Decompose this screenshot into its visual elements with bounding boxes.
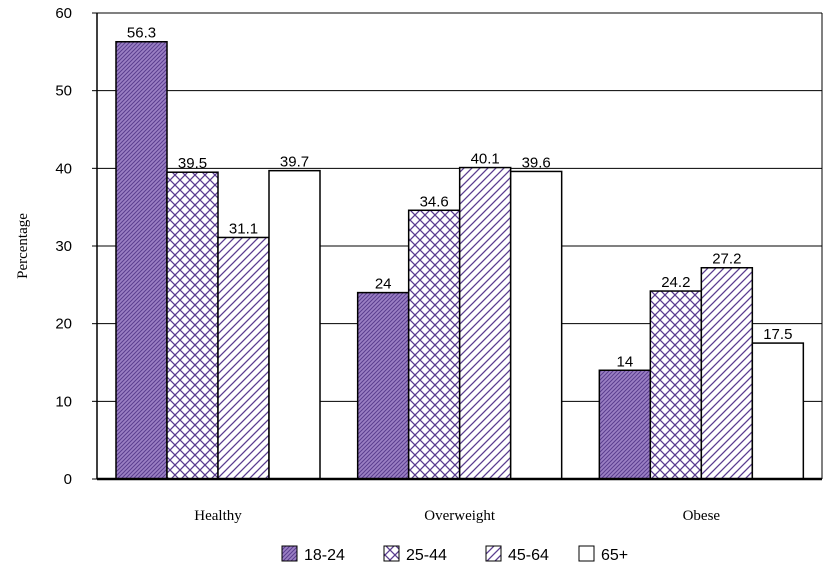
y-tick-label: 40 <box>55 160 72 177</box>
y-tick-label: 0 <box>64 471 72 488</box>
bar <box>166 171 219 480</box>
data-label: 24 <box>375 276 392 293</box>
bar <box>509 170 563 480</box>
y-tick-label: 20 <box>55 316 72 333</box>
data-label: 40.1 <box>471 151 500 168</box>
bar <box>649 290 703 480</box>
data-label: 39.5 <box>178 155 207 172</box>
data-label: 24.2 <box>661 274 690 291</box>
y-tick-label: 10 <box>55 393 72 410</box>
y-tick-label: 30 <box>55 238 72 255</box>
legend-label: 18-24 <box>304 547 345 564</box>
y-tick-label: 60 <box>55 5 72 22</box>
bar <box>407 209 461 480</box>
legend-swatch <box>281 545 298 562</box>
y-axis-label: Percentage <box>15 213 31 279</box>
x-category-label: Healthy <box>194 508 242 524</box>
legend-swatch <box>578 545 595 562</box>
bar <box>356 291 410 480</box>
legend-label: 25-44 <box>406 547 447 564</box>
data-label: 39.7 <box>280 154 309 171</box>
bar <box>217 236 270 480</box>
bar <box>598 369 652 480</box>
bar <box>458 166 512 480</box>
bar <box>268 169 321 480</box>
x-category-label: Obese <box>683 508 721 524</box>
data-label: 56.3 <box>127 25 156 42</box>
legend-label: 65+ <box>601 547 628 564</box>
x-category-label: Overweight <box>424 508 496 524</box>
data-label: 27.2 <box>712 251 741 268</box>
bar <box>115 40 168 480</box>
data-label: 34.6 <box>420 193 449 210</box>
legend-swatch <box>383 545 400 562</box>
legend-label: 45-64 <box>508 547 549 564</box>
data-label: 17.5 <box>763 326 792 343</box>
data-label: 31.1 <box>229 220 258 237</box>
y-tick-label: 50 <box>55 83 72 100</box>
data-label: 39.6 <box>522 154 551 171</box>
bar <box>751 342 805 480</box>
data-label: 14 <box>616 353 633 370</box>
legend-swatch <box>485 545 502 562</box>
bar <box>700 266 754 480</box>
